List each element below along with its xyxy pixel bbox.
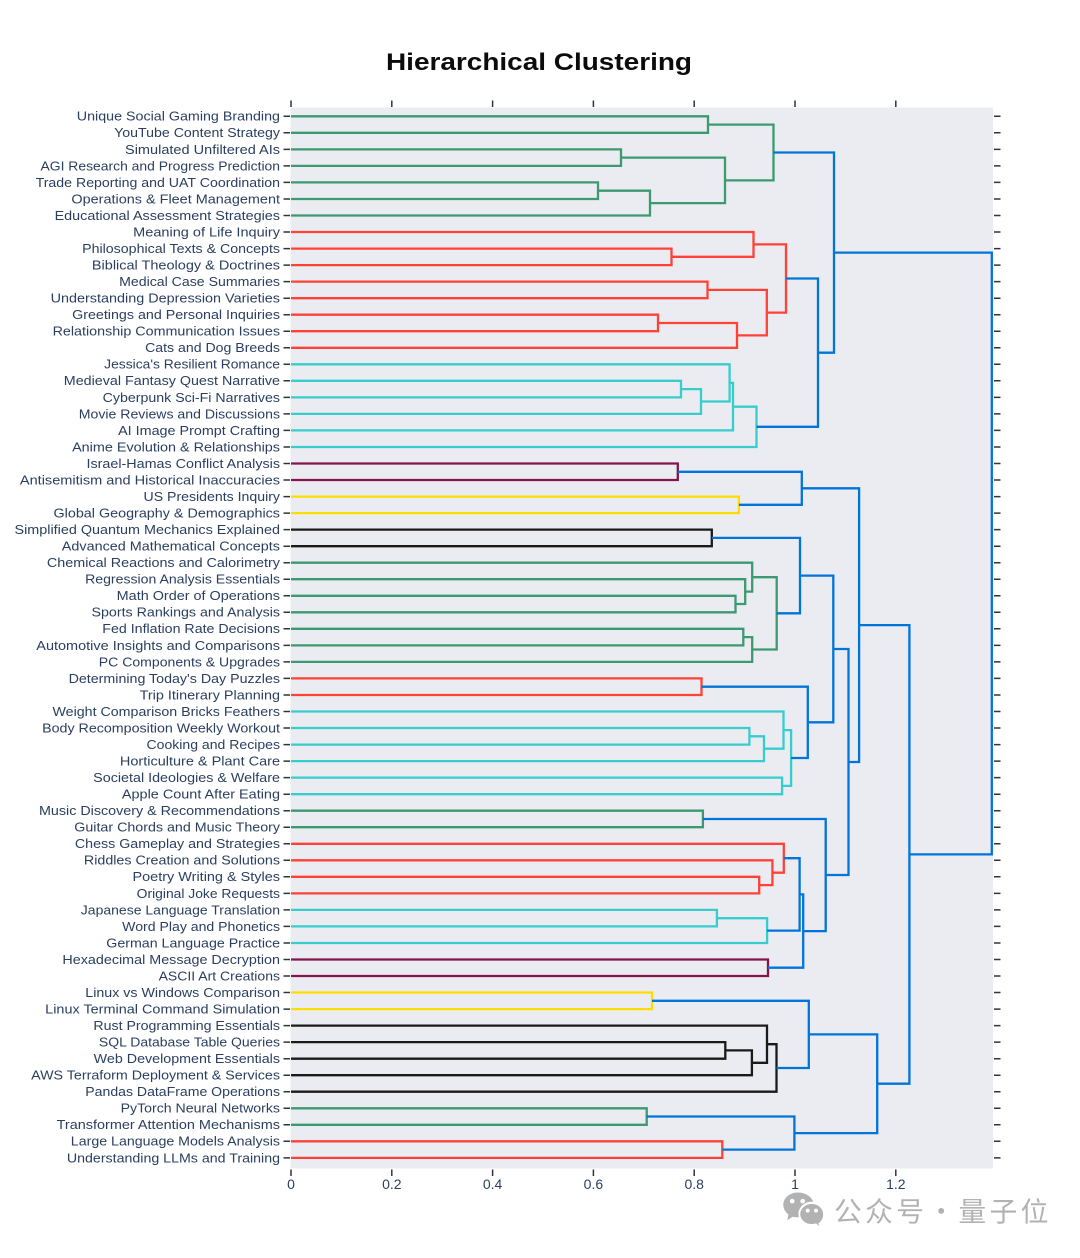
svg-text:PC Components & Upgrades: PC Components & Upgrades [99, 654, 281, 669]
svg-text:0: 0 [287, 1176, 295, 1192]
svg-text:Chemical Reactions and Calorim: Chemical Reactions and Calorimetry [47, 555, 281, 570]
svg-text:Operations & Fleet Management: Operations & Fleet Management [71, 191, 280, 206]
svg-text:AGI Research and Progress Pred: AGI Research and Progress Prediction [41, 158, 281, 173]
svg-text:Medieval Fantasy Quest Narrati: Medieval Fantasy Quest Narrative [64, 373, 280, 388]
svg-text:Japanese Language Translation: Japanese Language Translation [81, 902, 280, 917]
svg-text:Israel-Hamas Conflict Analysis: Israel-Hamas Conflict Analysis [87, 456, 281, 471]
svg-text:Movie Reviews and Discussions: Movie Reviews and Discussions [79, 406, 281, 421]
svg-text:Horticulture & Plant Care: Horticulture & Plant Care [120, 754, 280, 769]
svg-text:Regression Analysis Essentials: Regression Analysis Essentials [85, 572, 280, 587]
svg-text:Philosophical Texts & Concepts: Philosophical Texts & Concepts [82, 241, 280, 256]
svg-text:Determining Today's Day Puzzle: Determining Today's Day Puzzles [69, 671, 281, 686]
svg-text:Word Play and Phonetics: Word Play and Phonetics [122, 919, 280, 934]
svg-text:ASCII Art Creations: ASCII Art Creations [159, 968, 281, 983]
svg-text:Pandas DataFrame Operations: Pandas DataFrame Operations [85, 1084, 280, 1099]
svg-text:Hexadecimal Message Decryption: Hexadecimal Message Decryption [62, 952, 280, 967]
svg-text:Trip Itinerary Planning: Trip Itinerary Planning [140, 687, 280, 702]
svg-text:Music Discovery & Recommendati: Music Discovery & Recommendations [39, 803, 281, 818]
svg-text:Linux vs Windows Comparison: Linux vs Windows Comparison [85, 985, 280, 1000]
svg-text:Original Joke Requests: Original Joke Requests [137, 886, 281, 901]
svg-text:Automotive Insights and Compar: Automotive Insights and Comparisons [36, 638, 280, 653]
svg-text:Sports Rankings and Analysis: Sports Rankings and Analysis [92, 605, 281, 620]
svg-text:1: 1 [791, 1176, 799, 1192]
svg-text:Simulated Unfiltered AIs: Simulated Unfiltered AIs [125, 142, 281, 157]
svg-text:0.4: 0.4 [483, 1176, 503, 1192]
svg-text:Greetings and Personal Inquiri: Greetings and Personal Inquiries [72, 307, 280, 322]
svg-text:Weight Comparison Bricks Feath: Weight Comparison Bricks Feathers [53, 704, 281, 719]
svg-text:Chess Gameplay and Strategies: Chess Gameplay and Strategies [75, 836, 281, 851]
svg-text:SQL Database Table Queries: SQL Database Table Queries [99, 1035, 281, 1050]
svg-text:Unique Social Gaming Branding: Unique Social Gaming Branding [77, 109, 280, 124]
svg-text:Educational Assessment Strateg: Educational Assessment Strategies [55, 208, 281, 223]
svg-text:1.2: 1.2 [886, 1176, 906, 1192]
svg-text:Cyberpunk Sci-Fi Narratives: Cyberpunk Sci-Fi Narratives [103, 390, 281, 405]
svg-text:Guitar Chords and Music Theory: Guitar Chords and Music Theory [74, 820, 280, 835]
svg-text:YouTube Content Strategy: YouTube Content Strategy [114, 125, 280, 140]
svg-text:Cats and Dog Breeds: Cats and Dog Breeds [145, 340, 280, 355]
svg-text:AWS Terraform Deployment & Ser: AWS Terraform Deployment & Services [31, 1068, 280, 1083]
svg-text:Biblical Theology & Doctrines: Biblical Theology & Doctrines [92, 258, 281, 273]
svg-text:US Presidents Inquiry: US Presidents Inquiry [144, 489, 281, 504]
svg-text:Societal Ideologies & Welfare: Societal Ideologies & Welfare [93, 770, 280, 785]
svg-text:AI Image Prompt Crafting: AI Image Prompt Crafting [118, 423, 280, 438]
svg-text:Fed Inflation Rate Decisions: Fed Inflation Rate Decisions [102, 621, 280, 636]
svg-text:0.8: 0.8 [684, 1176, 704, 1192]
svg-text:Poetry Writing & Styles: Poetry Writing & Styles [133, 869, 281, 884]
svg-text:Apple Count After Eating: Apple Count After Eating [122, 787, 280, 802]
svg-text:Antisemitism and Historical In: Antisemitism and Historical Inaccuracies [20, 472, 281, 487]
svg-text:Web Development Essentials: Web Development Essentials [94, 1051, 281, 1066]
svg-text:Rust Programming Essentials: Rust Programming Essentials [93, 1018, 280, 1033]
svg-text:0.2: 0.2 [382, 1176, 402, 1192]
svg-text:Medical Case Summaries: Medical Case Summaries [119, 274, 280, 289]
svg-text:Understanding Depression Varie: Understanding Depression Varieties [51, 291, 281, 306]
svg-text:Advanced Mathematical Concepts: Advanced Mathematical Concepts [62, 539, 281, 554]
svg-text:0.6: 0.6 [584, 1176, 604, 1192]
svg-text:Math Order of Operations: Math Order of Operations [117, 588, 281, 603]
svg-text:Riddles Creation and Solutions: Riddles Creation and Solutions [84, 853, 281, 868]
svg-text:German Language Practice: German Language Practice [106, 935, 280, 950]
svg-text:Meaning of Life Inquiry: Meaning of Life Inquiry [133, 224, 280, 239]
svg-text:Global Geography & Demographic: Global Geography & Demographics [54, 506, 281, 521]
svg-text:Simplified Quantum Mechanics E: Simplified Quantum Mechanics Explained [15, 522, 281, 537]
svg-text:Linux Terminal Command Simulat: Linux Terminal Command Simulation [45, 1002, 280, 1017]
svg-text:Cooking and Recipes: Cooking and Recipes [147, 737, 281, 752]
svg-text:Understanding LLMs and Trainin: Understanding LLMs and Training [67, 1150, 280, 1165]
svg-text:Relationship Communication Iss: Relationship Communication Issues [53, 324, 281, 339]
svg-text:Anime Evolution & Relationship: Anime Evolution & Relationships [72, 439, 280, 454]
svg-text:PyTorch Neural Networks: PyTorch Neural Networks [121, 1101, 281, 1116]
svg-text:Transformer Attention Mechanis: Transformer Attention Mechanisms [57, 1117, 281, 1132]
svg-text:Body Recomposition Weekly Work: Body Recomposition Weekly Workout [42, 720, 280, 735]
svg-text:Large Language Models Analysis: Large Language Models Analysis [71, 1134, 281, 1149]
svg-text:Hierarchical Clustering: Hierarchical Clustering [386, 49, 692, 76]
svg-text:Jessica's Resilient Romance: Jessica's Resilient Romance [104, 357, 280, 372]
svg-text:Trade Reporting and UAT Coordi: Trade Reporting and UAT Coordination [36, 175, 280, 190]
